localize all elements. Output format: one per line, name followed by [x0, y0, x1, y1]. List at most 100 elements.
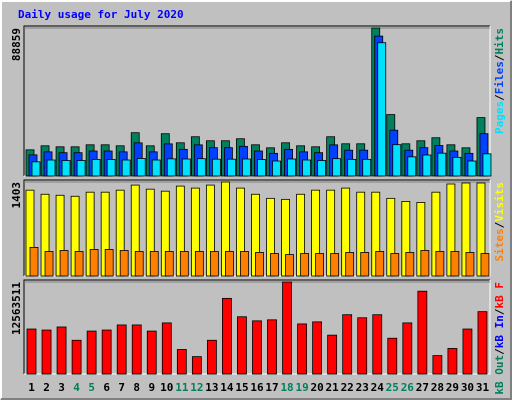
bar: [146, 330, 157, 375]
bar: [362, 158, 372, 177]
bar: [116, 324, 127, 375]
bar: [119, 250, 129, 277]
bar: [297, 323, 307, 375]
legend-separator: /: [493, 94, 506, 101]
legend-separator: /: [493, 348, 506, 355]
bar: [402, 322, 413, 375]
x-tick-label: 5: [88, 381, 95, 394]
bar: [131, 324, 142, 375]
bar: [29, 246, 39, 277]
bar: [482, 153, 492, 177]
bar: [252, 320, 262, 375]
chart-title: Daily usage for July 2020: [18, 8, 184, 21]
y-tick-label: 1403: [10, 182, 23, 209]
x-tick-label: 17: [265, 381, 278, 394]
bar: [257, 159, 266, 177]
x-tick-label: 7: [118, 381, 125, 394]
bar: [101, 329, 112, 375]
bar: [59, 250, 69, 277]
bar: [179, 251, 189, 277]
x-tick-label: 8: [133, 381, 140, 394]
x-tick-label: 18: [280, 381, 293, 394]
bar: [435, 251, 445, 277]
bar: [450, 251, 460, 277]
bar: [347, 158, 357, 177]
x-tick-label: 3: [58, 381, 65, 394]
bar: [447, 348, 458, 375]
bar: [392, 144, 402, 177]
bar: [272, 160, 281, 177]
bar: [176, 349, 187, 375]
bar: [46, 159, 56, 177]
bar: [327, 334, 338, 375]
legend-entry: Visits: [493, 182, 506, 222]
bar: [357, 317, 368, 375]
bar: [405, 252, 415, 277]
panel-border-dark: [23, 179, 490, 276]
legend-entry: kB Out: [493, 355, 506, 395]
bar: [452, 156, 462, 177]
x-tick-label: 26: [401, 381, 415, 394]
bar: [56, 326, 67, 375]
bar: [287, 158, 296, 177]
legend-separator: /: [493, 308, 506, 315]
legend-separator: /: [493, 221, 506, 228]
legend-entry: kB F: [493, 282, 506, 309]
bar: [390, 253, 400, 277]
bar: [181, 158, 191, 177]
bar: [285, 254, 294, 277]
x-tick-label: 20: [311, 381, 324, 394]
bar: [387, 337, 398, 375]
x-tick-label: 16: [250, 381, 264, 394]
bar: [194, 251, 204, 277]
bar: [86, 330, 97, 375]
x-tick-label: 2: [43, 381, 50, 394]
bar: [227, 158, 236, 177]
x-tick-label: 6: [103, 381, 110, 394]
bar: [134, 251, 144, 277]
y-tick-label: 12563511: [10, 282, 23, 335]
x-tick-label: 4: [73, 381, 80, 394]
bar: [71, 339, 82, 375]
bar: [375, 251, 385, 277]
legend-entry: Hits: [493, 28, 506, 55]
x-tick-label: 10: [160, 381, 173, 394]
bar: [151, 159, 161, 177]
bar: [104, 249, 114, 277]
bar: [332, 158, 342, 177]
bar: [26, 328, 37, 375]
bar: [237, 316, 247, 375]
bar: [422, 154, 432, 177]
x-tick-label: 22: [341, 381, 354, 394]
panel-border-dark: [23, 279, 490, 374]
bar: [437, 152, 447, 177]
x-tick-label: 15: [235, 381, 248, 394]
bar: [315, 253, 325, 277]
legend-entry: Sites: [493, 228, 506, 261]
bar: [106, 159, 116, 177]
x-tick-label: 23: [356, 381, 369, 394]
x-tick-label: 29: [446, 381, 459, 394]
bar: [225, 251, 234, 277]
bar: [121, 159, 131, 177]
bar: [417, 290, 428, 375]
bar: [41, 329, 52, 375]
bar: [44, 251, 54, 277]
bar: [149, 251, 159, 277]
bar: [330, 253, 340, 277]
bar: [74, 251, 84, 277]
legend-entry: Pages: [493, 101, 506, 134]
x-tick-label: 9: [148, 381, 155, 394]
x-tick-label: 14: [220, 381, 234, 394]
x-tick-label: 27: [416, 381, 429, 394]
bar: [462, 328, 473, 375]
bar: [342, 314, 353, 375]
legend: Pages/Files/Hits: [493, 28, 506, 134]
bar: [407, 156, 417, 177]
bar: [89, 249, 99, 277]
x-tick-label: 13: [205, 381, 218, 394]
